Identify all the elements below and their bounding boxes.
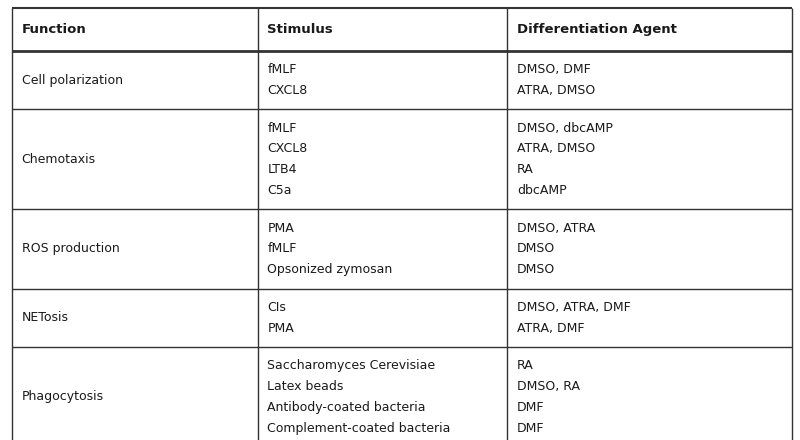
Text: NETosis: NETosis [22, 311, 69, 324]
Text: ATRA, DMSO: ATRA, DMSO [517, 143, 595, 155]
Text: Complement-coated bacteria: Complement-coated bacteria [267, 422, 450, 435]
Text: Saccharomyces Cerevisiae: Saccharomyces Cerevisiae [267, 359, 435, 372]
Text: Latex beads: Latex beads [267, 380, 344, 393]
Text: DMSO, ATRA: DMSO, ATRA [517, 222, 595, 235]
Text: PMA: PMA [267, 222, 294, 235]
Text: DMSO, RA: DMSO, RA [517, 380, 580, 393]
Text: LTB4: LTB4 [267, 163, 297, 176]
Text: ATRA, DMSO: ATRA, DMSO [517, 84, 595, 97]
Text: DMSO: DMSO [517, 242, 555, 256]
Text: DMF: DMF [517, 401, 545, 414]
Text: ATRA, DMF: ATRA, DMF [517, 322, 585, 335]
Text: CXCL8: CXCL8 [267, 143, 308, 155]
Text: fMLF: fMLF [267, 121, 297, 135]
Text: RA: RA [517, 359, 534, 372]
Text: Differentiation Agent: Differentiation Agent [517, 23, 677, 36]
Text: Chemotaxis: Chemotaxis [22, 153, 96, 166]
Text: Cell polarization: Cell polarization [22, 74, 122, 87]
Text: Phagocytosis: Phagocytosis [22, 390, 104, 403]
Text: DMSO, dbcAMP: DMSO, dbcAMP [517, 121, 613, 135]
Text: DMF: DMF [517, 422, 545, 435]
Text: DMSO, ATRA, DMF: DMSO, ATRA, DMF [517, 301, 630, 314]
Text: dbcAMP: dbcAMP [517, 184, 566, 197]
Text: ROS production: ROS production [22, 242, 119, 256]
Text: fMLF: fMLF [267, 63, 297, 76]
Text: CIs: CIs [267, 301, 286, 314]
Text: Antibody-coated bacteria: Antibody-coated bacteria [267, 401, 426, 414]
Text: Function: Function [22, 23, 86, 36]
Text: C5a: C5a [267, 184, 292, 197]
Text: fMLF: fMLF [267, 242, 297, 256]
Text: DMSO: DMSO [517, 263, 555, 276]
Text: DMSO, DMF: DMSO, DMF [517, 63, 590, 76]
Text: RA: RA [517, 163, 534, 176]
Text: Opsonized zymosan: Opsonized zymosan [267, 263, 393, 276]
Text: CXCL8: CXCL8 [267, 84, 308, 97]
Text: Stimulus: Stimulus [267, 23, 333, 36]
Text: PMA: PMA [267, 322, 294, 335]
